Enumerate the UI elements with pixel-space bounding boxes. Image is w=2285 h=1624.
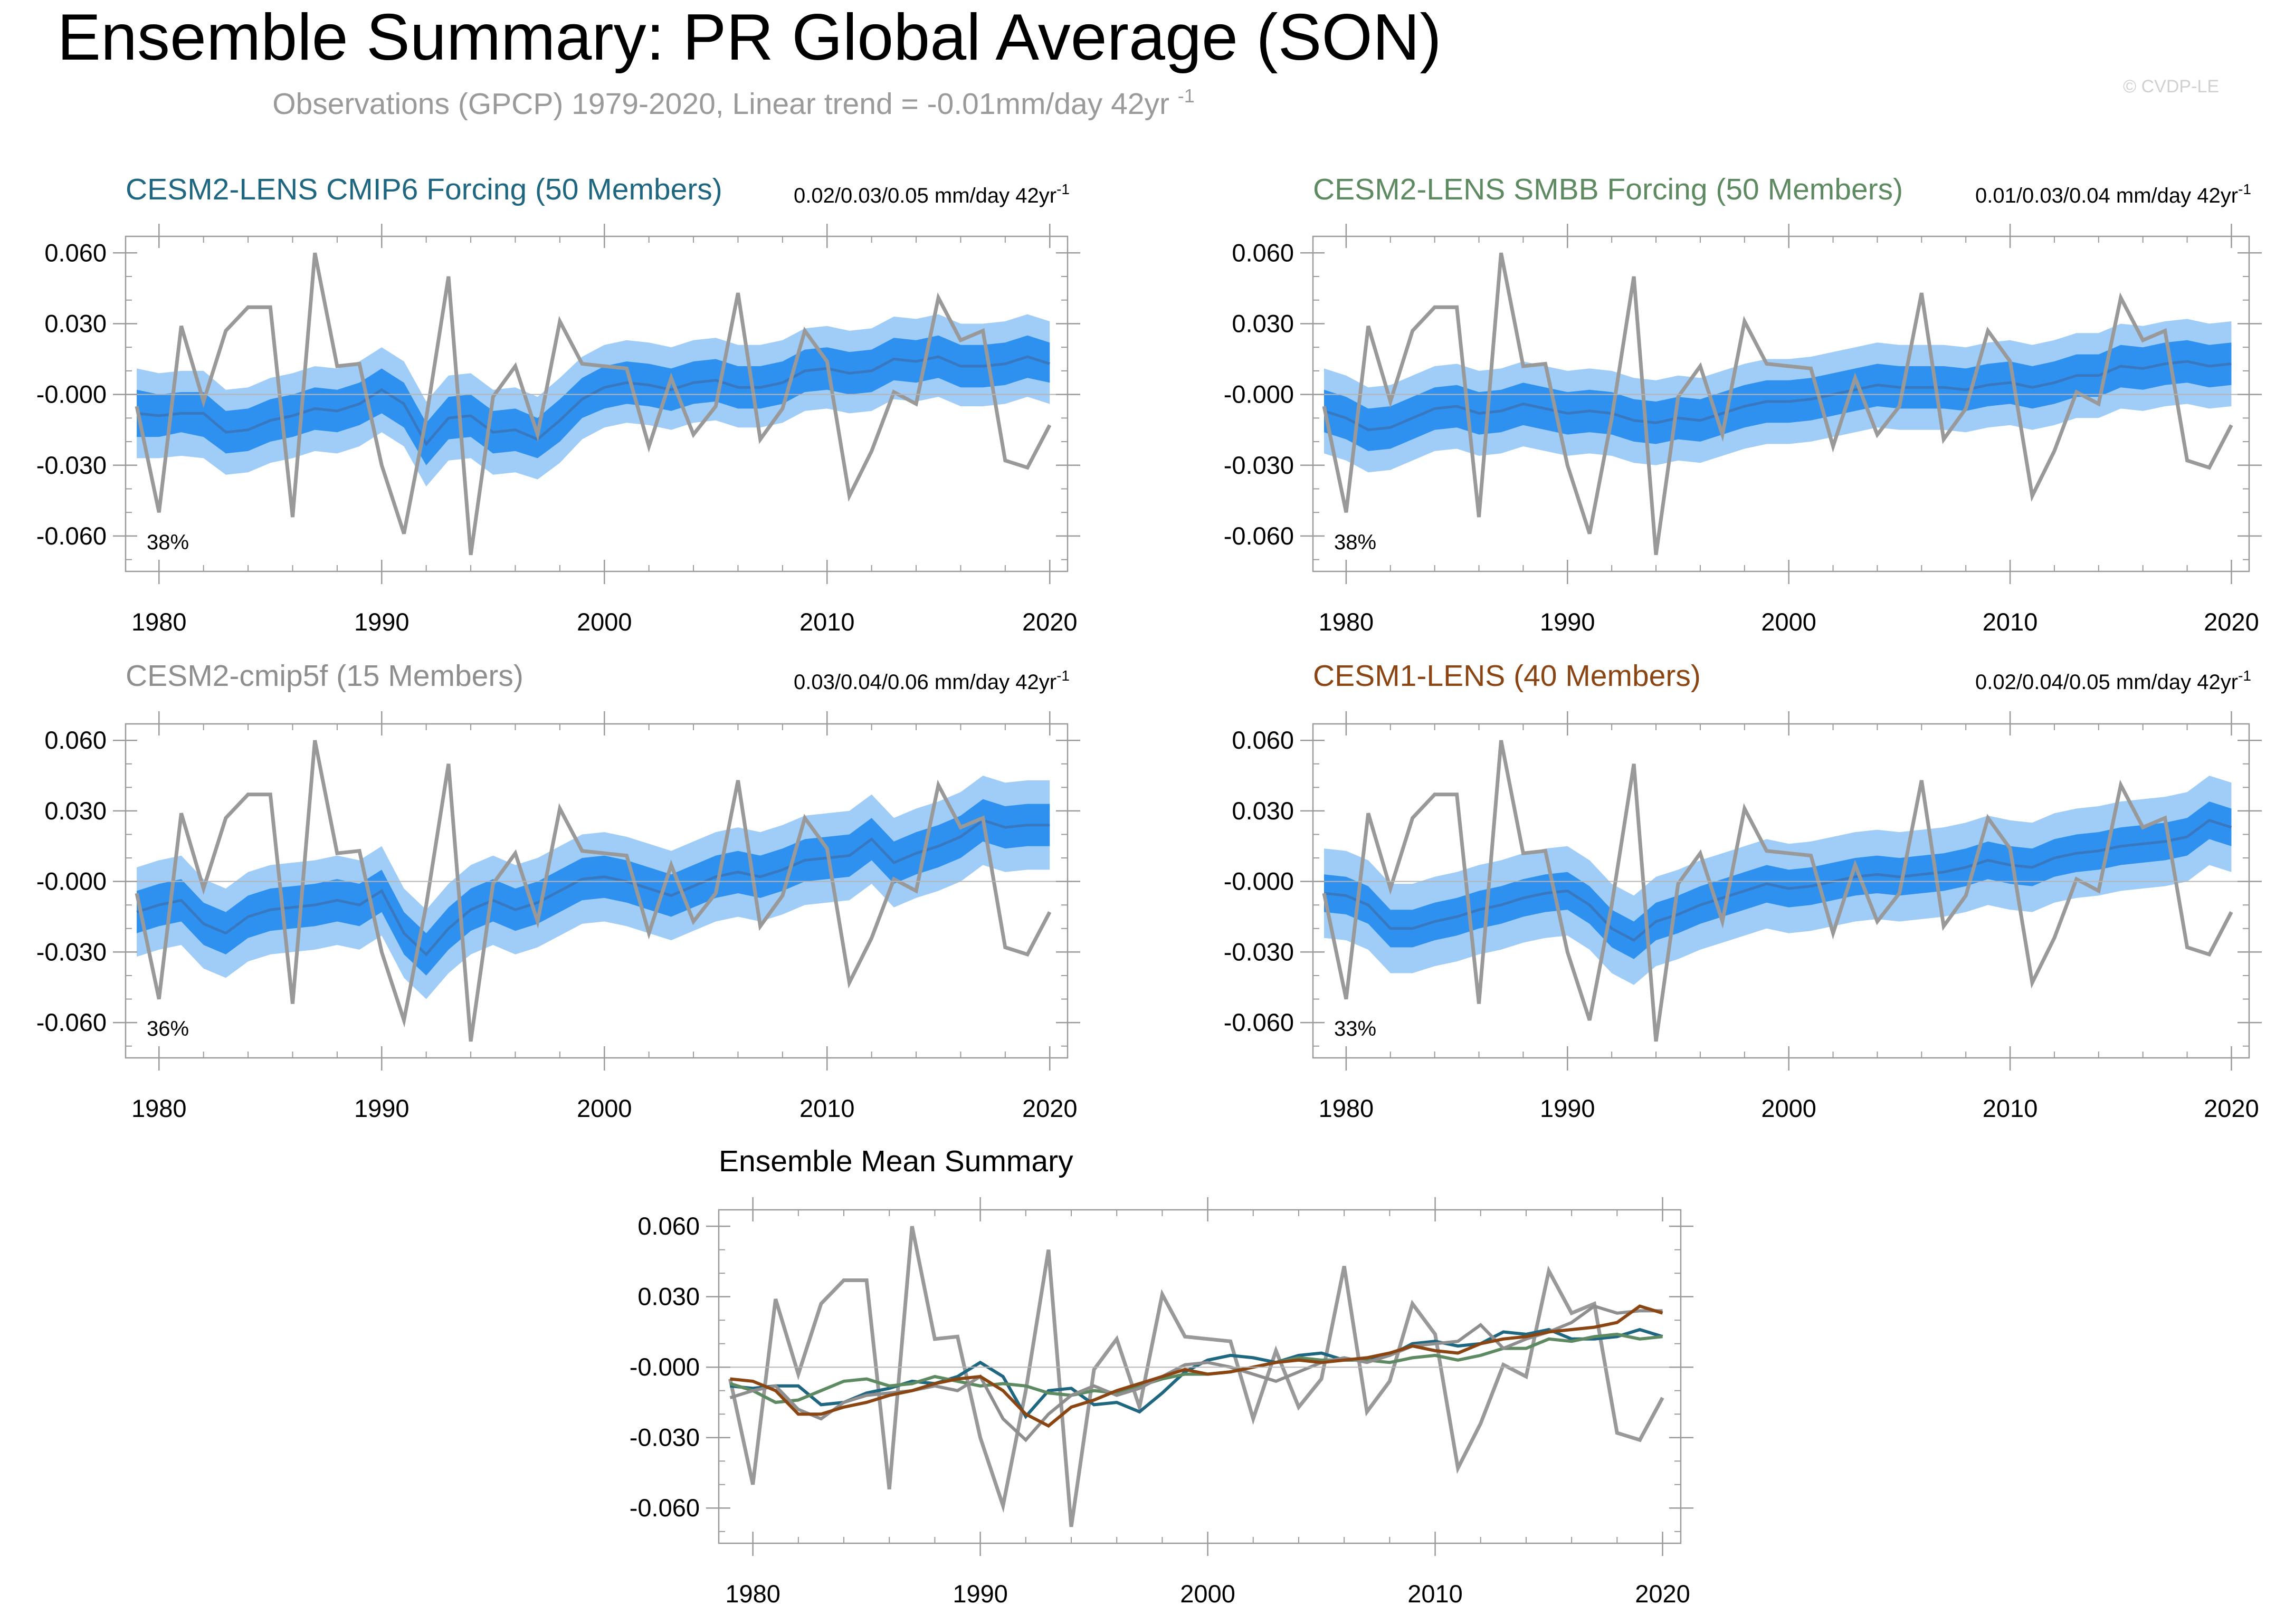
panel-lens1-ytick-label: 0.060	[1232, 726, 1294, 754]
panel-summary-xtick-label: 1990	[953, 1580, 1008, 1608]
panel-cmip5f-ytick-label: 0.030	[44, 797, 107, 825]
panel-lens1-trend-label: 0.02/0.04/0.05 mm/day 42yr-1	[1975, 667, 2251, 694]
panel-cmip6-trend-text: 0.02/0.03/0.05 mm/day 42yr	[794, 184, 1056, 207]
panel-summary-xtick-label: 1980	[725, 1580, 780, 1608]
panel-summary-ytick-label: -0.060	[630, 1494, 700, 1522]
panel-cmip5f: 0.060 0.030 -0.000 -0.030 -0.060 1980 1990 2000…	[36, 659, 1080, 1122]
panel-cmip6-title: CESM2-LENS CMIP6 Forcing (50 Members)	[126, 173, 722, 206]
panel-smbb-percent-label: 38%	[1334, 531, 1376, 554]
panel-cmip6-ytick-label: -0.000	[36, 380, 107, 408]
panel-cmip5f-xtick-label: 2010	[799, 1094, 855, 1122]
panel-cmip5f-xtick-label: 2020	[1022, 1094, 1078, 1122]
panel-lens1-ytick-label: -0.030	[1224, 938, 1294, 966]
panel-cmip5f-trend-label: 0.03/0.04/0.06 mm/day 42yr-1	[794, 667, 1070, 694]
panel-lens1-title: CESM1-LENS (40 Members)	[1313, 659, 1701, 693]
panel-cmip5f-ytick-label: -0.000	[36, 867, 107, 895]
panel-summary-cmip5f-mean-line	[729, 1304, 1663, 1443]
panel-smbb-trend-sup: -1	[2238, 181, 2251, 197]
panel-lens1-inner-spread-band	[1324, 801, 2232, 959]
panel-summary-plot-frame	[718, 1209, 1682, 1544]
panel-cmip6-percent-label: 38%	[147, 531, 189, 554]
panel-smbb-ytick-label: -0.060	[1224, 522, 1294, 550]
panel-lens1-xtick-label: 2020	[2204, 1094, 2259, 1122]
panel-cmip6: 0.060 0.030 -0.000 -0.030 -0.060 1980 1990 2000…	[36, 173, 1080, 636]
panel-smbb-ensemble-mean-line	[1324, 360, 2232, 432]
panel-cmip5f-ytick-label: -0.060	[36, 1008, 107, 1036]
panel-lens1-ytick-label: -0.060	[1224, 1008, 1294, 1036]
panel-smbb-title: CESM2-LENS SMBB Forcing (50 Members)	[1313, 173, 1903, 206]
figure-subtitle-text: Observations (GPCP) 1979-2020, Linear tr…	[272, 87, 1169, 121]
panel-smbb-ytick-label: 0.060	[1232, 238, 1294, 266]
panel-cmip5f-xtick-label: 1990	[354, 1094, 410, 1122]
panel-summary-ytick-label: -0.000	[630, 1353, 700, 1381]
panel-lens1: 0.060 0.030 -0.000 -0.030 -0.060 1980 1990 2000…	[1224, 659, 2262, 1122]
panel-summary-lens1-mean-line	[730, 1304, 1663, 1428]
panel-lens1-plot-frame	[1312, 723, 2250, 1059]
panel-cmip6-ytick-label: 0.030	[44, 309, 107, 337]
watermark: © CVDP-LE	[2123, 77, 2219, 97]
panel-smbb-inner-spread-band	[1324, 340, 2232, 451]
panel-cmip5f-title: CESM2-cmip5f (15 Members)	[126, 659, 523, 693]
panel-summary-xtick-label: 2010	[1407, 1580, 1463, 1608]
panel-lens1-ytick-label: 0.030	[1232, 797, 1294, 825]
panel-cmip5f-xtick-label: 1980	[131, 1094, 187, 1122]
panel-cmip6-xtick-label: 2010	[799, 608, 855, 636]
panel-smbb-trend-label: 0.01/0.03/0.04 mm/day 42yr-1	[1975, 181, 2251, 207]
panel-cmip6-ytick-label: -0.060	[36, 522, 107, 550]
panel-lens1-xtick-label: 1980	[1319, 1094, 1374, 1122]
panel-cmip6-xtick-label: 1990	[354, 608, 410, 636]
panel-lens1-xtick-label: 1990	[1540, 1094, 1595, 1122]
panel-summary-ytick-label: 0.030	[637, 1283, 700, 1311]
panel-cmip6-xtick-label: 1980	[131, 608, 187, 636]
panel-cmip5f-ensemble-mean-line	[136, 819, 1050, 957]
panel-smbb-xtick-label: 2020	[2204, 608, 2259, 636]
panel-cmip5f-plot-frame	[125, 723, 1069, 1059]
panel-smbb-xtick-label: 2000	[1761, 608, 1816, 636]
panel-lens1-xtick-label: 2010	[1983, 1094, 2038, 1122]
figure-title: Ensemble Summary: PR Global Average (SON…	[57, 1, 1441, 74]
panel-smbb-xtick-label: 2010	[1983, 608, 2038, 636]
panel-smbb-plot-frame	[1312, 235, 2250, 572]
panel-cmip6-trend-label: 0.02/0.03/0.05 mm/day 42yr-1	[794, 181, 1070, 207]
panel-cmip5f-xtick-label: 2000	[577, 1094, 632, 1122]
panel-cmip5f-percent-label: 36%	[147, 1017, 189, 1040]
panel-summary-title: Ensemble Mean Summary	[719, 1144, 1073, 1178]
panel-lens1-xtick-label: 2000	[1761, 1094, 1816, 1122]
panel-cmip6-ensemble-mean-line	[136, 355, 1050, 446]
panel-summary-ytick-label: -0.030	[630, 1424, 700, 1451]
panel-lens1-ytick-label: -0.000	[1224, 867, 1294, 895]
panel-cmip6-xtick-label: 2020	[1022, 608, 1078, 636]
panel-cmip6-xtick-label: 2000	[577, 608, 632, 636]
panel-smbb-xtick-label: 1980	[1319, 608, 1374, 636]
panel-summary-observations-line	[728, 1226, 1664, 1527]
panel-smbb-ytick-label: 0.030	[1232, 309, 1294, 337]
panel-cmip6-ytick-label: 0.060	[44, 238, 107, 266]
panel-cmip6-plot-frame	[125, 235, 1069, 572]
panel-summary: 0.060 0.030 -0.000 -0.030 -0.060 1980 1990 2000…	[630, 1144, 1693, 1608]
panel-summary-minor-ticks	[719, 1210, 1681, 1543]
figure-subtitle-sup: -1	[1178, 85, 1195, 107]
panel-cmip5f-ytick-label: -0.030	[36, 938, 107, 966]
panel-smbb-ytick-label: -0.030	[1224, 451, 1294, 479]
panel-smbb-xtick-label: 1990	[1540, 608, 1595, 636]
panel-lens1-percent-label: 33%	[1334, 1017, 1376, 1040]
figure-subtitle: Observations (GPCP) 1979-2020, Linear tr…	[272, 85, 1195, 121]
panel-cmip5f-trend-text: 0.03/0.04/0.06 mm/day 42yr	[794, 671, 1056, 694]
panel-smbb-ytick-label: -0.000	[1224, 380, 1294, 408]
panel-lens1-ensemble-mean-line	[1324, 819, 2232, 942]
panel-lens1-trend-text: 0.02/0.04/0.05 mm/day 42yr	[1975, 671, 2238, 694]
panel-smbb-trend-text: 0.01/0.03/0.04 mm/day 42yr	[1975, 184, 2238, 207]
panel-lens1-trend-sup: -1	[2238, 667, 2251, 684]
panel-cmip5f-ytick-label: 0.060	[44, 726, 107, 754]
panel-smbb: 0.060 0.030 -0.000 -0.030 -0.060 1980 1990 2000…	[1224, 173, 2262, 636]
panel-summary-xtick-label: 2000	[1180, 1580, 1235, 1608]
panel-cmip6-ytick-label: -0.030	[36, 451, 107, 479]
panel-cmip6-trend-sup: -1	[1056, 181, 1070, 197]
panel-summary-ytick-label: 0.060	[637, 1212, 700, 1240]
panel-summary-cmip6-mean-line	[730, 1327, 1663, 1419]
panel-cmip5f-trend-sup: -1	[1056, 667, 1070, 684]
panel-summary-xtick-label: 2020	[1635, 1580, 1690, 1608]
